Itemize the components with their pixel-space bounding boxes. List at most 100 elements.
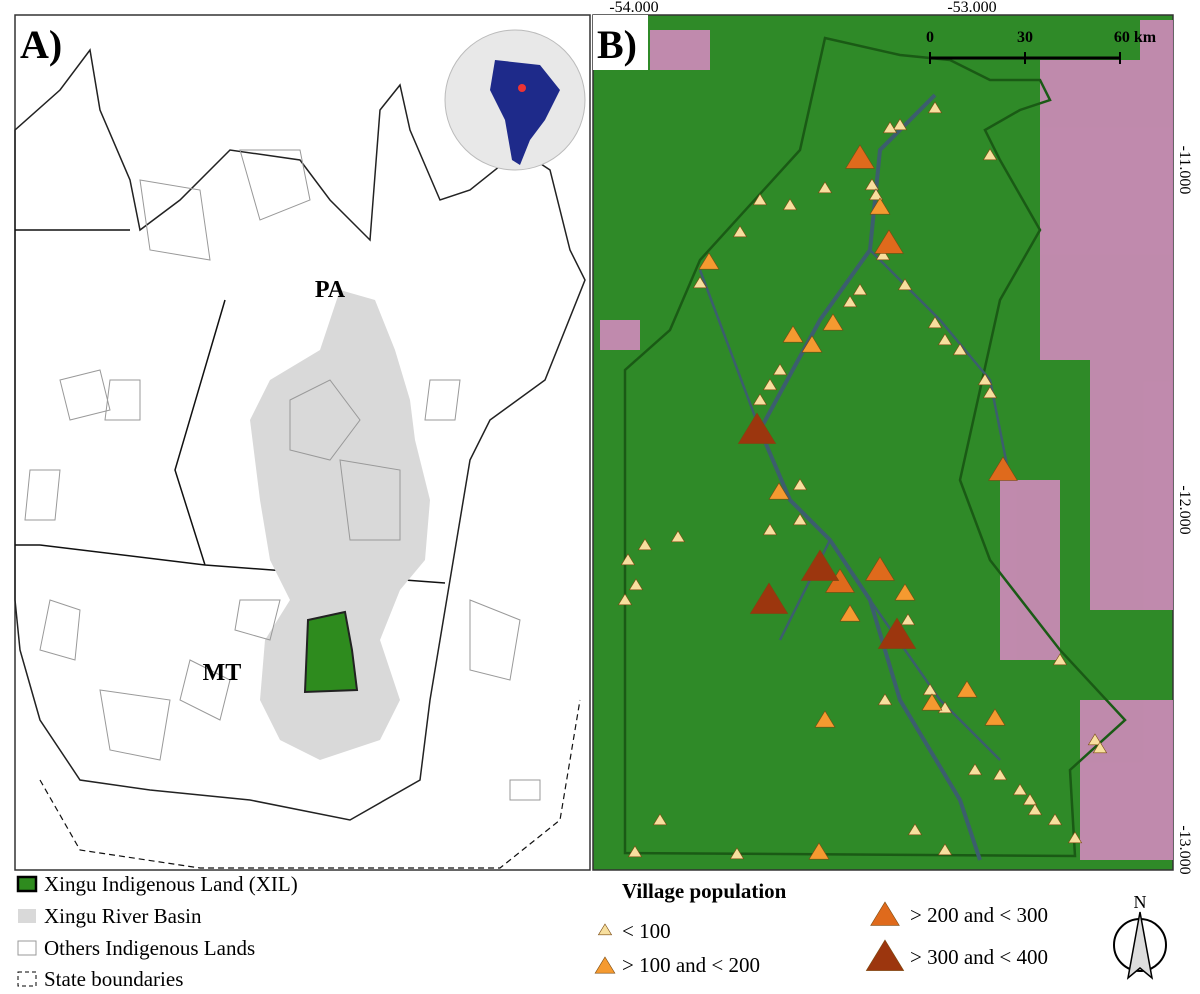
village — [900, 613, 916, 626]
legend-label: > 100 and < 200 — [622, 953, 760, 977]
village — [752, 193, 768, 206]
village — [732, 225, 748, 238]
lat-label: -12.000 — [1176, 485, 1193, 534]
state-boundary — [15, 229, 130, 546]
village — [967, 763, 983, 776]
village — [877, 617, 917, 649]
village — [952, 343, 968, 356]
village — [852, 283, 868, 296]
village — [874, 229, 904, 254]
village — [768, 482, 790, 500]
village — [772, 363, 788, 376]
swatch — [17, 971, 37, 987]
village — [982, 148, 998, 161]
village — [594, 956, 616, 974]
village — [877, 693, 893, 706]
state-boundary — [39, 699, 581, 869]
village — [762, 523, 778, 536]
village — [922, 683, 938, 696]
village — [894, 583, 916, 601]
state-label: MT — [203, 660, 242, 686]
village — [817, 181, 833, 194]
indigenous-lands — [24, 149, 541, 801]
villages — [617, 101, 1108, 860]
village — [982, 386, 998, 399]
xil — [303, 610, 359, 694]
legend-symbols — [594, 901, 905, 974]
village — [729, 847, 745, 860]
village — [839, 604, 861, 622]
village — [1012, 783, 1028, 796]
xil-boundary — [623, 36, 1127, 858]
legend-label: Xingu River Basin — [44, 904, 202, 928]
village — [897, 278, 913, 291]
legend-label: > 300 and < 400 — [910, 945, 1048, 969]
north-arrow — [1126, 911, 1154, 980]
village — [865, 556, 895, 581]
village — [1067, 831, 1083, 844]
river — [698, 249, 1012, 761]
village — [800, 549, 840, 581]
village — [698, 252, 720, 270]
legend-title: Village population — [622, 879, 787, 903]
south-america — [490, 60, 560, 165]
north-label: N — [1134, 892, 1147, 912]
panel-label: B) — [597, 22, 637, 67]
village — [956, 680, 978, 698]
village — [937, 333, 953, 346]
lon-label: -54.000 — [609, 0, 658, 16]
legend-label: > 200 and < 300 — [910, 903, 1048, 927]
village — [864, 178, 880, 191]
village — [988, 456, 1018, 481]
village — [822, 313, 844, 331]
village — [1052, 653, 1068, 666]
village — [937, 843, 953, 856]
legend: Xingu Indigenous Land (XIL) Xingu River … — [16, 872, 1167, 991]
village — [1027, 803, 1043, 816]
village — [992, 768, 1008, 781]
scale-label: 30 — [1017, 29, 1033, 46]
village — [984, 708, 1006, 726]
scale-label: 0 — [926, 29, 934, 46]
lon-label: -53.000 — [947, 0, 996, 16]
lat-label: -11.000 — [1176, 146, 1193, 195]
village — [808, 842, 830, 860]
village — [652, 813, 668, 826]
village — [792, 513, 808, 526]
village — [692, 276, 708, 289]
river — [757, 93, 982, 861]
village — [782, 325, 804, 343]
village — [882, 121, 898, 134]
xingu-basin — [250, 290, 430, 760]
village — [752, 393, 768, 406]
village — [845, 144, 875, 169]
village — [868, 188, 884, 201]
village — [762, 378, 778, 391]
village — [1022, 793, 1038, 806]
village — [627, 845, 643, 858]
legend-label: Xingu Indigenous Land (XIL) — [44, 872, 298, 896]
village — [749, 582, 789, 614]
village — [865, 939, 905, 971]
swatch — [17, 940, 37, 956]
village — [1047, 813, 1063, 826]
location-star — [518, 84, 526, 92]
state-label: PA — [315, 277, 346, 303]
village — [792, 478, 808, 491]
village — [1087, 733, 1103, 746]
panel-label: A) — [20, 22, 62, 67]
village — [801, 335, 823, 353]
village — [907, 823, 923, 836]
panel-a: A) PA MT — [14, 14, 591, 871]
village — [869, 197, 891, 215]
village — [1092, 741, 1108, 754]
village — [617, 593, 633, 606]
village — [782, 198, 798, 211]
village — [921, 693, 943, 711]
legend-label: Others Indigenous Lands — [44, 936, 255, 960]
scale-label: 60 km — [1114, 29, 1157, 46]
label-box — [593, 15, 648, 70]
legend-label: < 100 — [622, 919, 671, 943]
swatch — [16, 875, 38, 893]
village — [870, 901, 900, 926]
